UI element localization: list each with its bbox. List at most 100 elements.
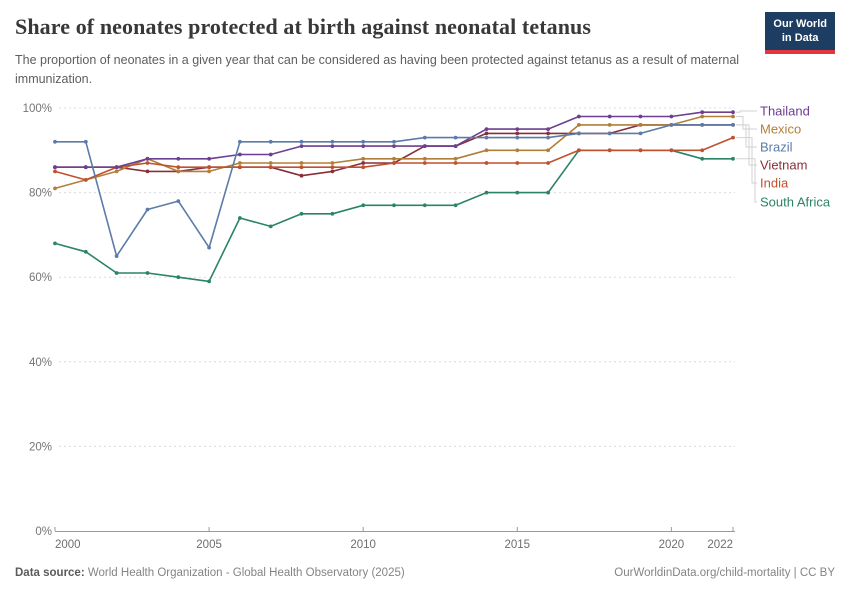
data-source: Data source: World Health Organization -… xyxy=(15,567,405,579)
legend-connector xyxy=(736,124,757,148)
data-point xyxy=(607,131,612,136)
data-point xyxy=(453,161,458,165)
data-point xyxy=(268,224,273,229)
data-point xyxy=(361,165,366,170)
y-axis: 0% 20% 40% 60% 80% 100% xyxy=(23,103,735,538)
data-point xyxy=(330,161,335,165)
x-tick-label: 2015 xyxy=(504,539,530,551)
data-point xyxy=(422,203,427,208)
data-point xyxy=(515,161,520,165)
data-point xyxy=(453,144,458,149)
data-point xyxy=(484,135,489,140)
data-point xyxy=(731,135,735,140)
data-point xyxy=(361,139,366,144)
data-source-label: Data source: xyxy=(15,567,85,579)
data-point xyxy=(607,114,612,119)
y-tick-label: 20% xyxy=(29,441,52,453)
data-point xyxy=(392,203,396,208)
y-tick-label: 40% xyxy=(29,357,52,369)
data-point xyxy=(638,148,643,153)
data-point xyxy=(392,156,396,161)
data-point xyxy=(207,165,212,170)
series-mexico[interactable] xyxy=(53,114,735,191)
y-tick-label: 60% xyxy=(29,272,52,284)
data-point xyxy=(238,216,242,220)
data-point xyxy=(669,123,674,127)
line-chart[interactable]: 0%20%40%60%80%100%2000 2005 2010 2015 2020 20… xyxy=(0,95,850,557)
data-point xyxy=(207,169,212,174)
series-thailand[interactable] xyxy=(53,110,735,170)
legend-connector xyxy=(736,115,757,130)
data-point xyxy=(731,123,735,127)
data-point xyxy=(515,127,520,131)
data-point xyxy=(392,144,396,149)
data-point xyxy=(361,144,366,149)
chart-subtitle: The proportion of neonates in a given ye… xyxy=(15,53,740,86)
data-point xyxy=(484,127,489,131)
owid-logo-line1: Our World xyxy=(773,18,827,30)
data-point xyxy=(638,123,643,127)
data-point xyxy=(53,165,57,170)
legend-label-thailand[interactable]: Thailand xyxy=(760,104,810,119)
data-point xyxy=(268,165,273,170)
data-point xyxy=(577,131,581,136)
data-point xyxy=(83,178,88,182)
data-point xyxy=(53,186,57,191)
data-point xyxy=(731,114,735,119)
data-point xyxy=(330,211,335,216)
y-tick-label: 100% xyxy=(23,103,52,115)
data-point xyxy=(700,110,705,115)
data-point xyxy=(638,131,643,136)
credit-link[interactable]: OurWorldinData.org/child-mortality | CC … xyxy=(614,567,835,579)
data-point xyxy=(176,156,181,161)
legend-label-india[interactable]: India xyxy=(760,176,789,191)
series-line-south-africa[interactable] xyxy=(54,149,734,283)
data-point xyxy=(207,156,212,161)
data-point xyxy=(114,254,119,258)
data-point xyxy=(361,156,366,161)
data-point xyxy=(515,148,520,153)
data-point xyxy=(484,131,489,136)
legend-label-mexico[interactable]: Mexico xyxy=(760,122,801,137)
data-point xyxy=(176,199,181,204)
data-point xyxy=(268,139,273,144)
y-tick-label: 0% xyxy=(35,526,52,538)
legend-label-vietnam[interactable]: Vietnam xyxy=(760,158,807,173)
data-point xyxy=(484,190,489,195)
series-south-africa[interactable] xyxy=(53,148,735,284)
data-point xyxy=(145,156,150,161)
data-point xyxy=(546,148,550,153)
data-point xyxy=(268,161,273,165)
series-brazil[interactable] xyxy=(53,123,735,258)
legend-label-south-africa[interactable]: South Africa xyxy=(760,195,831,210)
legend: Thailand Mexico Brazil Vietnam India South Af… xyxy=(736,104,831,210)
data-point xyxy=(422,161,427,165)
legend-label-brazil[interactable]: Brazil xyxy=(760,140,793,155)
data-point xyxy=(422,156,427,161)
data-point xyxy=(114,169,119,174)
data-point xyxy=(176,169,181,174)
x-tick-label: 2020 xyxy=(659,539,685,551)
x-axis: 2000 2005 2010 2015 2020 2022 xyxy=(54,527,734,551)
data-point xyxy=(700,148,705,153)
y-tick-label: 80% xyxy=(29,188,52,200)
data-point xyxy=(484,148,489,153)
owid-logo: Our World in Data xyxy=(765,12,835,54)
data-point xyxy=(577,148,581,153)
data-point xyxy=(299,165,304,170)
data-point xyxy=(546,127,550,131)
data-point xyxy=(53,241,57,246)
data-point xyxy=(238,165,242,170)
data-point xyxy=(546,131,550,136)
data-point xyxy=(238,152,242,157)
data-point xyxy=(207,245,212,250)
data-point xyxy=(546,135,550,140)
series-india[interactable] xyxy=(53,135,735,182)
footer: Data source: World Health Organization -… xyxy=(15,567,835,579)
data-point xyxy=(546,190,550,195)
data-point xyxy=(299,173,304,178)
data-point xyxy=(515,135,520,140)
data-point xyxy=(607,148,612,153)
data-point xyxy=(238,161,242,165)
data-point xyxy=(453,135,458,140)
